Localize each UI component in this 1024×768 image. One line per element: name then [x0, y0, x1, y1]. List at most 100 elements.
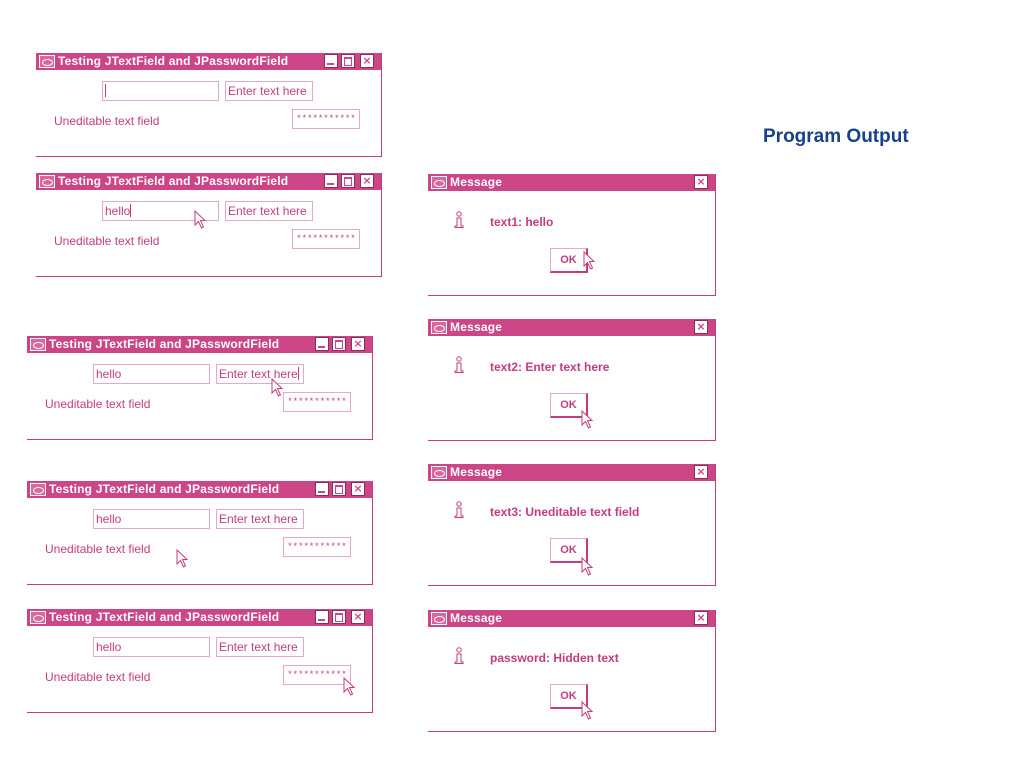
text-field-2-value: Enter text here — [228, 84, 307, 98]
text-field-2-value: Enter text here — [219, 512, 298, 526]
text-field-1[interactable]: hello — [102, 201, 219, 221]
title-bar[interactable]: Message × — [428, 610, 715, 627]
java-cup-icon — [431, 466, 447, 479]
title-bar[interactable]: Testing JTextField and JPasswordField × — [27, 481, 372, 498]
main-window-frame-1: Testing JTextField and JPasswordField × … — [36, 53, 382, 157]
message-dialog-2: Message × text2: Enter text here OK — [428, 319, 716, 441]
minimize-button[interactable] — [324, 174, 338, 188]
text-field-1[interactable]: hello — [93, 509, 210, 529]
uneditable-text-field[interactable]: Uneditable text field — [45, 397, 151, 411]
page-heading: Program Output — [763, 126, 909, 147]
java-cup-icon — [30, 483, 46, 496]
main-window-frame-2: Testing JTextField and JPasswordField × … — [36, 173, 382, 277]
main-window-frame-4: Testing JTextField and JPasswordField × … — [27, 481, 373, 585]
maximize-button[interactable] — [332, 337, 346, 351]
text-caret — [105, 84, 106, 97]
close-button[interactable]: × — [351, 337, 365, 351]
dialog-title: Message — [450, 320, 503, 334]
text-field-1-value: hello — [105, 204, 131, 218]
text-field-1[interactable]: hello — [93, 364, 210, 384]
message-text: text2: Enter text here — [490, 360, 610, 374]
maximize-button[interactable] — [341, 174, 355, 188]
information-icon — [452, 647, 466, 665]
main-window-frame-3: Testing JTextField and JPasswordField × … — [27, 336, 373, 440]
title-bar[interactable]: Testing JTextField and JPasswordField × — [36, 173, 381, 190]
dialog-title: Message — [450, 611, 503, 625]
mouse-cursor-icon — [581, 410, 595, 430]
java-cup-icon — [431, 176, 447, 189]
title-bar[interactable]: Message × — [428, 174, 715, 191]
title-bar[interactable]: Message × — [428, 464, 715, 481]
password-field[interactable]: *********** — [283, 665, 351, 685]
close-button[interactable]: × — [351, 610, 365, 624]
text-field-2[interactable]: Enter text here — [216, 509, 304, 529]
password-field[interactable]: *********** — [292, 229, 360, 249]
window-title: Testing JTextField and JPasswordField — [49, 337, 280, 351]
text-field-1[interactable]: hello — [93, 637, 210, 657]
close-button[interactable]: × — [351, 482, 365, 496]
mouse-cursor-icon — [343, 677, 357, 697]
text-caret — [297, 367, 299, 380]
uneditable-text-field[interactable]: Uneditable text field — [45, 542, 151, 556]
message-dialog-3: Message × text3: Uneditable text field O… — [428, 464, 716, 586]
password-field[interactable]: *********** — [292, 109, 360, 129]
minimize-button[interactable] — [315, 610, 329, 624]
title-bar[interactable]: Message × — [428, 319, 715, 336]
main-window-frame-5: Testing JTextField and JPasswordField × … — [27, 609, 373, 713]
close-button[interactable]: × — [694, 611, 708, 625]
close-button[interactable]: × — [360, 174, 374, 188]
text-field-2-value: Enter text here — [219, 367, 298, 381]
close-button[interactable]: × — [694, 465, 708, 479]
java-cup-icon — [431, 321, 447, 334]
java-cup-icon — [30, 611, 46, 624]
password-field[interactable]: *********** — [283, 392, 351, 412]
dialog-title: Message — [450, 465, 503, 479]
text-field-2[interactable]: Enter text here — [225, 81, 313, 101]
text-field-2-value: Enter text here — [228, 204, 307, 218]
ok-button[interactable]: OK — [550, 684, 588, 709]
java-cup-icon — [39, 175, 55, 188]
maximize-button[interactable] — [332, 482, 346, 496]
text-field-1-value: hello — [96, 367, 122, 381]
maximize-button[interactable] — [332, 610, 346, 624]
text-field-2[interactable]: Enter text here — [216, 364, 304, 384]
mouse-cursor-icon — [581, 701, 595, 721]
java-cup-icon — [30, 338, 46, 351]
title-bar[interactable]: Testing JTextField and JPasswordField × — [36, 53, 381, 70]
uneditable-text-field[interactable]: Uneditable text field — [54, 114, 160, 128]
message-dialog-4: Message × password: Hidden text OK — [428, 610, 716, 732]
minimize-button[interactable] — [324, 54, 338, 68]
mouse-cursor-icon — [271, 378, 285, 398]
window-title: Testing JTextField and JPasswordField — [58, 174, 289, 188]
window-title: Testing JTextField and JPasswordField — [49, 610, 280, 624]
minimize-button[interactable] — [315, 482, 329, 496]
message-dialog-1: Message × text1: hello OK — [428, 174, 716, 296]
text-field-2-value: Enter text here — [219, 640, 298, 654]
java-cup-icon — [39, 55, 55, 68]
title-bar[interactable]: Testing JTextField and JPasswordField × — [27, 609, 372, 626]
mouse-cursor-icon — [581, 557, 595, 577]
text-field-2[interactable]: Enter text here — [225, 201, 313, 221]
uneditable-text-field[interactable]: Uneditable text field — [45, 670, 151, 684]
information-icon — [452, 211, 466, 229]
message-text: text1: hello — [490, 215, 554, 229]
text-field-1[interactable] — [102, 81, 219, 101]
mouse-cursor-icon — [583, 251, 597, 271]
maximize-button[interactable] — [341, 54, 355, 68]
close-button[interactable]: × — [694, 175, 708, 189]
title-bar[interactable]: Testing JTextField and JPasswordField × — [27, 336, 372, 353]
mouse-cursor-icon — [176, 549, 190, 569]
window-title: Testing JTextField and JPasswordField — [58, 54, 289, 68]
text-caret — [130, 204, 132, 217]
password-field[interactable]: *********** — [283, 537, 351, 557]
text-field-2[interactable]: Enter text here — [216, 637, 304, 657]
java-cup-icon — [431, 612, 447, 625]
close-button[interactable]: × — [694, 320, 708, 334]
text-field-1-value: hello — [96, 640, 122, 654]
minimize-button[interactable] — [315, 337, 329, 351]
close-button[interactable]: × — [360, 54, 374, 68]
uneditable-text-field[interactable]: Uneditable text field — [54, 234, 160, 248]
ok-button[interactable]: OK — [550, 538, 588, 563]
text-field-1-value: hello — [96, 512, 122, 526]
information-icon — [452, 501, 466, 519]
